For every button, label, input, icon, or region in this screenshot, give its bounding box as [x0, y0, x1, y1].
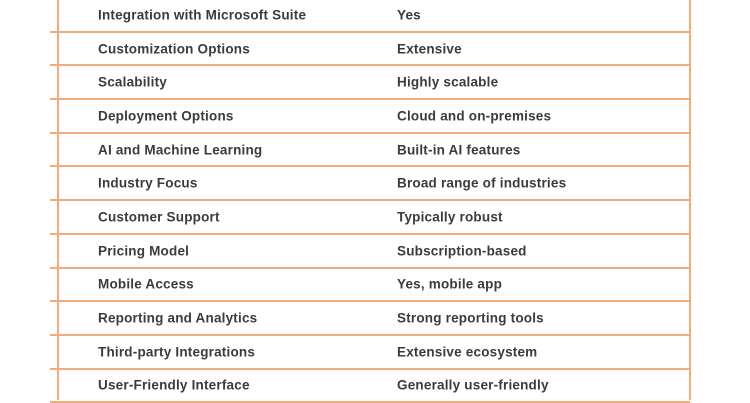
table-row: Integration with Microsoft Suite Yes	[50, 0, 690, 33]
feature-cell: Customization Options	[98, 41, 250, 57]
table-row: Pricing Model Subscription-based	[50, 235, 690, 269]
comparison-table: Integration with Microsoft Suite Yes Cus…	[50, 0, 690, 403]
value-cell: Extensive ecosystem	[397, 344, 538, 360]
feature-cell: Scalability	[98, 74, 167, 90]
table-row: Reporting and Analytics Strong reporting…	[50, 302, 690, 336]
feature-cell: Industry Focus	[98, 175, 198, 191]
value-cell: Subscription-based	[397, 243, 527, 259]
value-cell: Yes, mobile app	[397, 276, 503, 292]
table-row: Scalability Highly scalable	[50, 66, 690, 101]
table-row: Third-party Integrations Extensive ecosy…	[50, 336, 690, 370]
feature-cell: Pricing Model	[98, 243, 190, 259]
feature-cell: Integration with Microsoft Suite	[98, 7, 307, 23]
feature-cell: Mobile Access	[98, 276, 194, 292]
table-row: Deployment Options Cloud and on-premises	[50, 100, 690, 134]
value-cell: Extensive	[397, 41, 462, 57]
table-row: Customization Options Extensive	[50, 33, 690, 67]
table-row: Mobile Access Yes, mobile app	[50, 269, 690, 303]
value-cell: Cloud and on-premises	[397, 108, 552, 124]
table-row: Customer Support Typically robust	[50, 201, 690, 235]
value-cell: Generally user-friendly	[397, 377, 549, 393]
table-row: User-Friendly Interface Generally user-f…	[50, 370, 690, 403]
value-cell: Built-in AI features	[397, 142, 521, 158]
table-row: AI and Machine Learning Built-in AI feat…	[50, 134, 690, 168]
value-cell: Highly scalable	[397, 74, 499, 90]
table-right-border	[689, 0, 691, 400]
feature-cell: Deployment Options	[98, 108, 234, 124]
feature-cell: Reporting and Analytics	[98, 310, 258, 326]
feature-cell: User-Friendly Interface	[98, 377, 250, 393]
value-cell: Broad range of industries	[397, 175, 567, 191]
feature-cell: Third-party Integrations	[98, 344, 256, 360]
value-cell: Strong reporting tools	[397, 310, 544, 326]
value-cell: Yes	[397, 7, 421, 23]
value-cell: Typically robust	[397, 209, 503, 225]
table-row: Industry Focus Broad range of industries	[50, 167, 690, 202]
feature-cell: Customer Support	[98, 209, 220, 225]
feature-cell: AI and Machine Learning	[98, 142, 263, 158]
